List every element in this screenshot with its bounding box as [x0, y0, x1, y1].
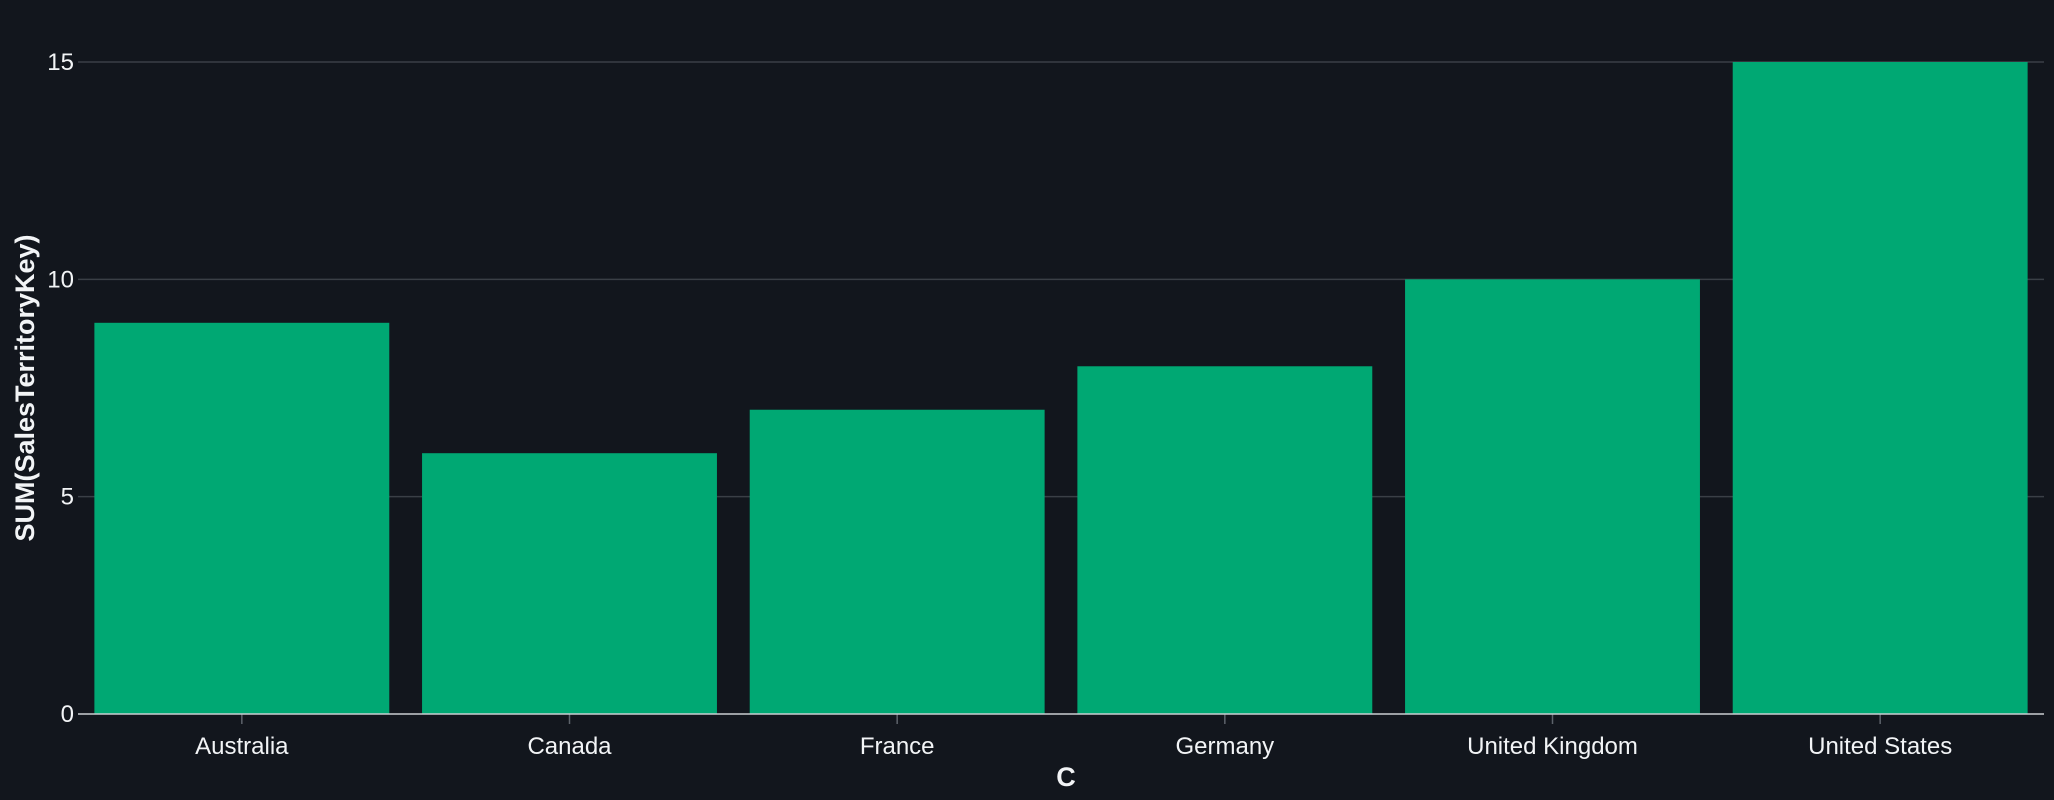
x-tick-label: France: [860, 733, 935, 760]
y-tick-label: 0: [61, 701, 74, 728]
x-tick-label: Australia: [195, 733, 289, 760]
y-axis-title: SUM(SalesTerritoryKey): [10, 234, 40, 541]
bar-france: [749, 409, 1045, 714]
y-tick-label: 10: [47, 266, 74, 293]
gridlines: [78, 61, 2044, 498]
bar-germany: [1077, 366, 1373, 714]
x-tick-label: United Kingdom: [1467, 733, 1638, 760]
x-tick-label: Canada: [527, 733, 612, 760]
bar-united-kingdom: [1405, 279, 1700, 714]
bar-australia: [94, 322, 390, 714]
bar-canada: [422, 453, 717, 714]
axes: 0 5 10 15 Australia Canada France Germany United…: [47, 49, 2044, 760]
bar-united-states: [1732, 62, 2028, 714]
y-tick-label: 5: [61, 484, 74, 511]
x-tick-label: United States: [1808, 733, 1952, 760]
x-tick-label: Germany: [1175, 733, 1274, 760]
y-tick-label: 15: [47, 49, 74, 76]
bars: [94, 62, 2028, 714]
x-axis-title: C: [1056, 762, 1076, 792]
